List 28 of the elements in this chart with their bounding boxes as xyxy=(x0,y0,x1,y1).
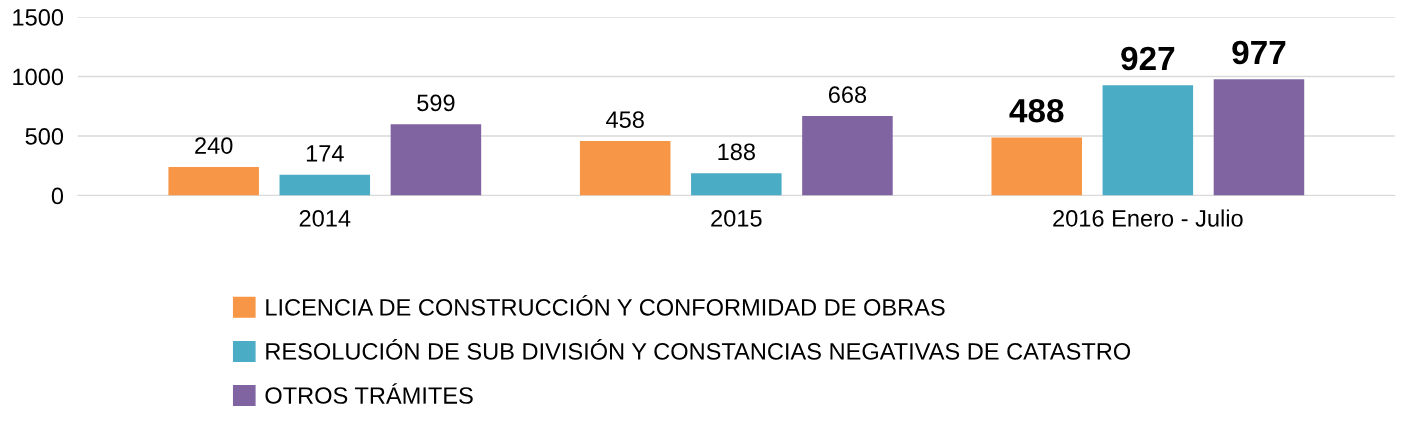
bar xyxy=(579,141,671,196)
bar xyxy=(691,173,782,196)
x-tick-label: 2014 xyxy=(299,210,351,227)
y-tick-label: 1500 xyxy=(13,9,64,26)
x-tick-label: 2016 Enero - Julio xyxy=(1053,209,1243,227)
bar xyxy=(168,166,259,196)
bar xyxy=(802,116,893,196)
data-label: 174 xyxy=(306,145,344,162)
data-label: 599 xyxy=(417,94,455,112)
data-label: 488 xyxy=(1009,98,1064,123)
legend-label: RESOLUCIÓN DE SUB DIVISIÓN Y CONSTANCIAS NEGATIVAS DE CATASTRO xyxy=(266,339,1131,360)
bar xyxy=(1102,85,1194,196)
data-label: 927 xyxy=(1121,46,1175,71)
bar xyxy=(991,137,1082,196)
x-tick-label: 2015 xyxy=(711,210,762,227)
bar xyxy=(1213,79,1305,196)
y-tick-label: 1000 xyxy=(13,68,64,86)
data-label: 977 xyxy=(1232,40,1286,65)
data-label: 240 xyxy=(195,137,233,154)
bar xyxy=(390,124,482,196)
legend-label: LICENCIA DE CONSTRUCCIÓN Y CONFORMIDAD DE OBRAS xyxy=(266,294,945,316)
data-label: 668 xyxy=(828,86,867,104)
y-tick-label: 500 xyxy=(25,128,64,145)
data-label: 458 xyxy=(606,111,644,128)
y-tick-label: 0 xyxy=(51,187,64,205)
data-label: 188 xyxy=(718,143,755,161)
bar xyxy=(279,174,371,196)
legend-label: OTROS TRÁMITES xyxy=(265,383,473,404)
